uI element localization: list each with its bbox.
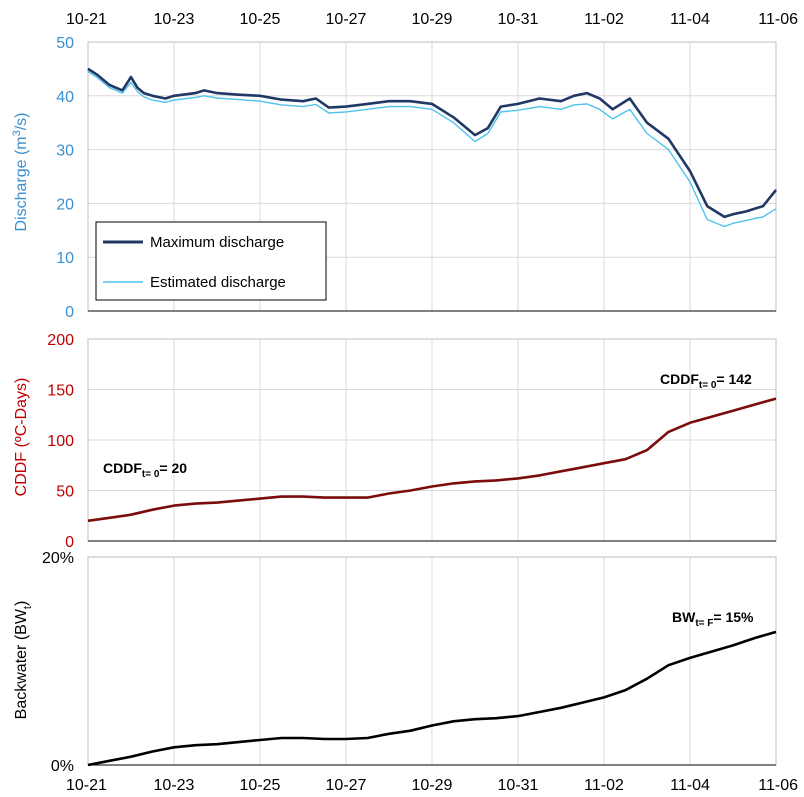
discharge-legend: Maximum discharge Estimated discharge: [95, 221, 327, 301]
discharge-axis-title-tail: /s): [13, 112, 30, 130]
bottom-xtick-label: 10-21: [66, 777, 107, 794]
bottom-xtick-label: 11-06: [758, 777, 798, 794]
top-xtick-label: 11-04: [670, 11, 710, 28]
svg-text:Backwater (BWt): Backwater (BWt): [13, 601, 34, 720]
svg-text:Discharge (m3/s): Discharge (m3/s): [11, 112, 30, 231]
top-xtick-label: 10-27: [326, 11, 367, 28]
backwater-ytick-label: 20%: [42, 550, 74, 567]
top-xtick-label: 10-21: [66, 11, 107, 28]
top-xtick-label: 10-25: [240, 11, 281, 28]
grid-layer: 0 10 20 30 40 50 0 50 100 150 200 0% 20% 10-21 10-21 10…: [42, 11, 798, 794]
cddf-end-annotation-sub: t= 0: [699, 380, 717, 391]
backwater-annotation-base: BW: [672, 609, 696, 625]
discharge-ytick-label: 20: [56, 196, 74, 213]
discharge-series-estimated: [87, 71, 777, 228]
discharge-axis-title-main: Discharge (m: [13, 136, 30, 231]
backwater-annotation-sub: t= F: [695, 618, 713, 629]
bottom-xtick-label: 10-29: [412, 777, 453, 794]
discharge-ytick-label: 40: [56, 89, 74, 106]
top-xtick-label: 10-29: [412, 11, 453, 28]
legend-label-maximum: Maximum discharge: [150, 234, 284, 251]
cddf-ytick-label: 200: [47, 332, 74, 349]
discharge-axis-title: Discharge (m3/s): [11, 112, 30, 231]
backwater-axis-title-tail: ): [13, 601, 30, 606]
cddf-ytick-label: 0: [65, 534, 74, 551]
bottom-xtick-label: 10-25: [240, 777, 281, 794]
backwater-axis-title-main: Backwater (BW: [13, 608, 30, 719]
top-xtick-label: 10-31: [498, 11, 539, 28]
backwater-axis-title-sub: t: [22, 606, 34, 609]
discharge-ytick-label: 0: [65, 304, 74, 321]
series-layer: [87, 67, 778, 767]
cddf-axis-title: CDDF (ºC-Days): [13, 378, 30, 497]
bottom-xtick-label: 11-04: [670, 777, 710, 794]
discharge-ytick-label: 50: [56, 35, 74, 52]
cddf-end-annotation: CDDFt= 0= 142: [660, 371, 752, 391]
top-xtick-label: 10-23: [154, 11, 195, 28]
cddf-start-annotation-value: = 20: [159, 460, 187, 476]
top-xtick-label: 11-02: [584, 11, 624, 28]
cddf-start-annotation-sub: t= 0: [142, 469, 160, 480]
backwater-annotation: BWt= F= 15%: [672, 609, 754, 629]
bottom-xtick-label: 11-02: [584, 777, 624, 794]
bottom-xtick-label: 10-27: [326, 777, 367, 794]
top-xtick-label: 11-06: [758, 11, 798, 28]
backwater-series-line: [87, 630, 777, 767]
cddf-series-line: [87, 397, 777, 523]
discharge-ytick-label: 10: [56, 250, 74, 267]
bottom-xtick-label: 10-23: [154, 777, 195, 794]
cddf-end-annotation-value: = 142: [716, 371, 752, 387]
cddf-end-annotation-base: CDDF: [660, 371, 699, 387]
discharge-ytick-label: 30: [56, 143, 74, 160]
cddf-ytick-label: 100: [47, 433, 74, 450]
discharge-axis-title-sup: 3: [11, 130, 23, 136]
cddf-start-annotation: CDDFt= 0= 20: [103, 460, 187, 480]
legend-box: [95, 221, 327, 301]
backwater-annotation-value: = 15%: [713, 609, 754, 625]
cddf-ytick-label: 150: [47, 383, 74, 400]
cddf-ytick-label: 50: [56, 484, 74, 501]
legend-label-estimated: Estimated discharge: [150, 274, 286, 291]
backwater-ytick-label: 0%: [51, 758, 74, 775]
bottom-xtick-label: 10-31: [498, 777, 539, 794]
discharge-series-maximum: [87, 67, 778, 219]
cddf-start-annotation-base: CDDF: [103, 460, 142, 476]
backwater-axis-title: Backwater (BWt): [13, 601, 34, 720]
